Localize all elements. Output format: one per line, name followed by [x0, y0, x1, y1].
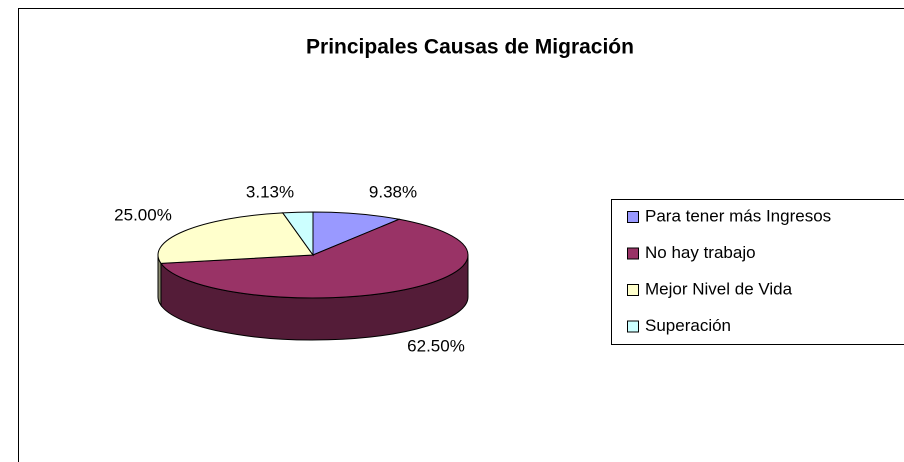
slice	[312, 211, 401, 256]
slice	[281, 211, 314, 257]
data-label: 25.00%	[114, 205, 172, 224]
legend-swatch	[627, 247, 639, 260]
slice	[160, 218, 469, 299]
legend	[611, 199, 904, 345]
legend-swatch	[627, 211, 639, 223]
pie	[157, 211, 469, 341]
data-label: 9.38%	[369, 182, 417, 201]
legend-label: Mejor Nivel de Vida	[645, 279, 793, 298]
legend-label: No hay trabajo	[645, 243, 756, 262]
legend-label: Para tener más Ingresos	[645, 206, 831, 225]
legend-label: Superación	[645, 316, 731, 335]
data-label: 3.13%	[246, 182, 294, 201]
chart-title: Principales Causas de Migración	[306, 36, 634, 59]
legend-swatch	[627, 284, 639, 296]
slice	[157, 212, 314, 264]
data-label: 62.50%	[407, 336, 465, 355]
legend-swatch	[627, 320, 639, 333]
